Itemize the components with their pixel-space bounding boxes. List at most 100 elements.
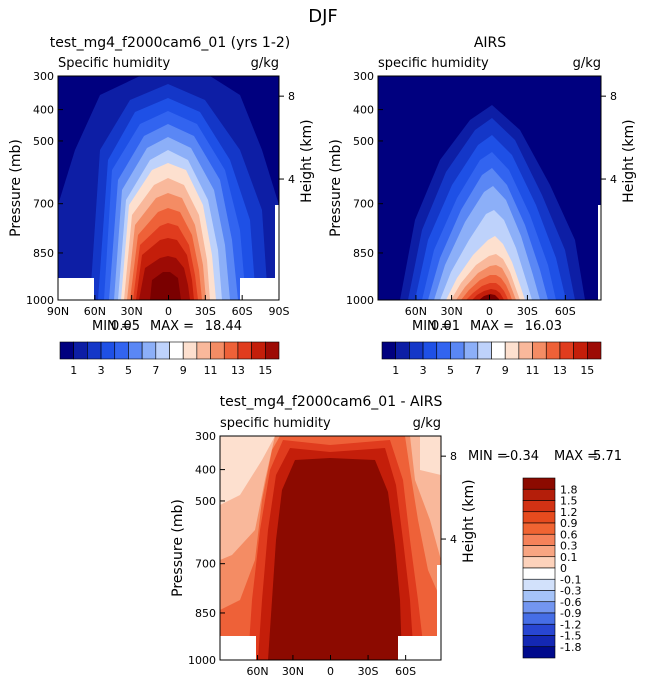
stat-max-label: MAX =: [470, 319, 514, 334]
colorbar-swatch: [491, 341, 506, 360]
colorbar-label: -0.1: [560, 573, 581, 586]
colorbar-label: 15: [580, 364, 594, 377]
colorbar-label: 0.6: [560, 528, 578, 541]
colorbar-swatch: [381, 341, 396, 360]
x-tick-label: 30S: [358, 665, 379, 678]
colorbar-label: 7: [474, 364, 481, 377]
stat-min-value: -0.34: [505, 449, 539, 464]
y-tick-label: 300: [195, 430, 216, 443]
colorbar-swatch: [436, 341, 451, 360]
stat-max-value: 16.03: [525, 319, 562, 334]
colorbar-label: 1: [70, 364, 77, 377]
x-tick-label: 30N: [440, 305, 462, 318]
y-tick-label: 850: [33, 247, 54, 260]
colorbar-label: 5: [125, 364, 132, 377]
colorbar-label: 3: [420, 364, 427, 377]
colorbar-swatch: [522, 477, 556, 490]
colorbar-swatch: [522, 556, 556, 569]
colorbar-swatch: [210, 341, 225, 360]
colorbar-swatch: [251, 341, 266, 360]
colorbar-swatch: [141, 341, 157, 360]
colorbar-swatch: [522, 601, 556, 614]
y-tick-label: 300: [33, 70, 54, 83]
colorbar-swatch: [265, 341, 280, 360]
colorbar-swatch: [409, 341, 424, 360]
colorbar-label: 1.5: [560, 495, 578, 508]
panel-diff: test_mg4_f2000cam6_01 - AIRS specific hu…: [170, 394, 477, 678]
y-tick-label: 1000: [26, 294, 54, 307]
y-tick-label: 850: [353, 247, 374, 260]
panel-diff-axes: 300 400 500 700 850 1000 8 4 60N 30N 0 30S 60S Pressu…: [170, 430, 477, 678]
colorbar-swatch: [223, 341, 239, 360]
stat-min-label: MIN =: [92, 319, 132, 334]
colorbar-swatch: [395, 341, 410, 360]
colorbar-swatch: [100, 341, 116, 360]
panel-diff-units: g/kg: [413, 416, 441, 431]
panel-model-axes: 300 400 500 700 850 1000 8 4 90N 60N 30N 0 30S 60S 90S…: [8, 70, 315, 318]
x-tick-label: 90S: [269, 305, 290, 318]
colorbar-swatch: [196, 341, 211, 360]
colorbar-label: 9: [180, 364, 187, 377]
colorbar-swatch: [450, 341, 465, 360]
colorbar-label: -0.6: [560, 596, 581, 609]
colorbar-swatch: [532, 341, 547, 360]
y-tick-label: 500: [33, 135, 54, 148]
panel-model-units: g/kg: [251, 56, 279, 71]
colorbar-swatch: [522, 511, 556, 524]
panel-airs: AIRS specific humidity g/kg 300 400 500 700…: [328, 35, 637, 318]
colorbar-label: 9: [502, 364, 509, 377]
height-tick-label: 4: [610, 173, 617, 186]
x-tick-label: 60S: [232, 305, 253, 318]
colorbar-swatch: [522, 590, 556, 603]
y-axis-title: Pressure (mb): [8, 139, 24, 237]
height-tick-label: 8: [288, 90, 295, 103]
colorbar-label: 0.1: [560, 551, 578, 564]
colorbar-label: 5: [447, 364, 454, 377]
colorbar-label: 15: [258, 364, 272, 377]
x-tick-label: 0: [165, 305, 172, 318]
colorbar-label: -0.3: [560, 585, 581, 598]
x-tick-label: 90N: [47, 305, 69, 318]
panel-diff-variable: specific humidity: [220, 416, 331, 431]
colorbar-label: -1.8: [560, 641, 581, 654]
panel-model: test_mg4_f2000cam6_01 (yrs 1-2) Specific…: [8, 35, 315, 318]
stat-max-value: 18.44: [205, 319, 242, 334]
stat-min-label: MIN =: [412, 319, 452, 334]
x-tick-label: 0: [327, 665, 334, 678]
colorbar-label: 13: [553, 364, 567, 377]
y-axis-title: Pressure (mb): [170, 499, 186, 597]
colorbar-swatch: [522, 545, 556, 558]
colorbar-swatch: [522, 578, 556, 591]
height-axis-title: Height (km): [621, 119, 637, 202]
colorbar-label: -1.5: [560, 630, 581, 643]
panel-diff-stats: MIN = -0.34 MAX = 5.71: [468, 449, 622, 464]
stat-max-label: MAX =: [150, 319, 194, 334]
height-tick-label: 4: [450, 533, 457, 546]
colorbar-swatch: [477, 341, 492, 360]
stat-min-label: MIN =: [468, 449, 508, 464]
y-tick-label: 850: [195, 607, 216, 620]
colorbar-label: 7: [152, 364, 159, 377]
colorbar-label: 0.9: [560, 517, 578, 530]
x-tick-label: 30N: [121, 305, 143, 318]
colorbar-swatch: [114, 341, 129, 360]
y-tick-label: 300: [353, 70, 374, 83]
height-tick-label: 8: [610, 90, 617, 103]
panel-diff-title: test_mg4_f2000cam6_01 - AIRS: [220, 394, 443, 410]
colorbar-swatch: [128, 341, 143, 360]
colorbar-label: 0.3: [560, 540, 578, 553]
colorbar-label: 1.8: [560, 483, 578, 496]
x-tick-label: 60N: [84, 305, 106, 318]
colorbar-swatch: [169, 341, 184, 360]
colorbar-swatch: [182, 341, 198, 360]
panel-model-stats: MIN = 0.05 MAX = 18.44: [92, 319, 242, 334]
colorbar-diff: 1.81.51.20.90.60.30.10-0.1-0.3-0.6-0.9-1…: [522, 477, 581, 659]
colorbar-swatch: [518, 341, 533, 360]
stat-max-label: MAX =: [554, 449, 598, 464]
x-tick-label: 60N: [246, 665, 268, 678]
y-tick-label: 500: [195, 495, 216, 508]
colorbar-swatch: [155, 341, 170, 360]
x-tick-label: 30S: [195, 305, 216, 318]
x-tick-label: 60S: [555, 305, 576, 318]
colorbar-swatch: [522, 646, 556, 659]
